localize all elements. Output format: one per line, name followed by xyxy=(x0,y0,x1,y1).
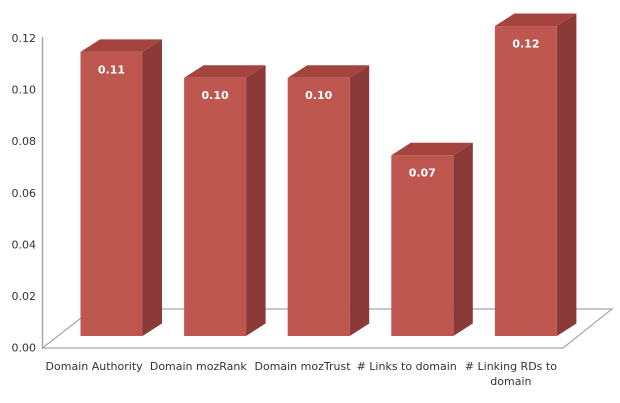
bar-data-label: 0.11 xyxy=(98,63,125,76)
category-label: # Links to domain xyxy=(356,360,457,373)
bar-domain-authority xyxy=(80,51,143,337)
bar-top-face-domain-authority xyxy=(80,39,162,52)
bar-data-label: 0.10 xyxy=(202,89,229,102)
bar-side-face-domain-moztrust xyxy=(349,65,370,336)
bar-top-face-domain-mozrank xyxy=(184,65,266,78)
bar-side-face-domain-authority xyxy=(142,39,162,337)
bar-domain-mozrank xyxy=(184,77,247,336)
y-tick-label: 0.02 xyxy=(12,290,37,303)
bar-data-label: 0.12 xyxy=(512,38,539,51)
category-label: # Linking RDs to domain xyxy=(464,360,557,388)
bar-top-face-domain-moztrust xyxy=(287,65,370,78)
category-label: Domain mozRank xyxy=(149,360,247,373)
y-tick-label: 0.08 xyxy=(12,135,37,148)
y-tick-label: 0.04 xyxy=(12,238,37,251)
y-tick-label: 0.00 xyxy=(12,342,37,355)
bar-data-label: 0.07 xyxy=(409,167,436,180)
category-label: Domain mozTrust xyxy=(254,360,351,373)
bar-domain-moztrust xyxy=(287,77,350,336)
floor-plane xyxy=(40,308,614,349)
bar-side-face-linking-rds-to-domain xyxy=(556,13,577,336)
bar-links-to-domain xyxy=(391,155,454,336)
bar-side-face-domain-mozrank xyxy=(246,65,266,336)
category-label: Domain Authority xyxy=(45,360,143,373)
y-tick-label: 0.12 xyxy=(12,32,37,45)
bar-data-label: 0.10 xyxy=(305,89,332,102)
bar-top-face-linking-rds-to-domain xyxy=(494,13,577,27)
bar-top-face-links-to-domain xyxy=(391,142,473,156)
bar-side-face-links-to-domain xyxy=(453,142,473,336)
bar-linking-rds-to-domain xyxy=(494,26,557,336)
y-tick-label: 0.10 xyxy=(12,84,37,97)
y-tick-label: 0.06 xyxy=(12,187,37,200)
